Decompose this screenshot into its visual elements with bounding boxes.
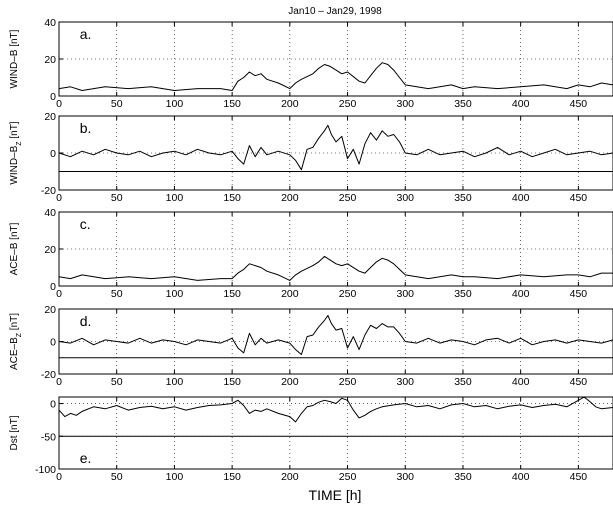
y-tick-label: -50 [41, 431, 56, 443]
y-tick-label: 20 [44, 304, 56, 316]
y-tick-label: 20 [44, 111, 56, 123]
x-tick-label: 300 [396, 471, 414, 483]
x-tick-label: 450 [570, 471, 588, 483]
x-tick-label: 250 [339, 376, 357, 388]
x-tick-label: 150 [223, 98, 241, 110]
x-tick-label: 150 [223, 471, 241, 483]
x-tick-label: 100 [166, 288, 184, 300]
x-tick-label: 0 [56, 288, 62, 300]
series-line [58, 124, 613, 171]
x-tick-label: 300 [396, 98, 414, 110]
x-tick-label: 50 [111, 288, 123, 300]
x-tick-label: 450 [570, 98, 588, 110]
panel-letter: a. [80, 26, 92, 42]
x-tick-label: 450 [570, 376, 588, 388]
x-tick-label: 100 [166, 98, 184, 110]
y-axis-label: ACE–BZ [nT] [9, 313, 23, 370]
x-tick-label: 150 [223, 192, 241, 204]
panel-2: 0 50 100 150 200 250 300 350 400 450-20020WIND–BZ… [9, 111, 613, 204]
x-tick-label: 100 [166, 192, 184, 204]
y-tick-label: 0 [50, 337, 56, 349]
x-tick-label: 250 [339, 471, 357, 483]
series-line [58, 396, 613, 423]
y-tick-label: -100 [35, 464, 56, 476]
chart-title: Jan10 – Jan29, 1998 [288, 6, 382, 17]
x-tick-label: 450 [570, 192, 588, 204]
x-tick-label: 350 [454, 471, 472, 483]
x-tick-label: 200 [281, 192, 299, 204]
x-tick-label: 250 [339, 98, 357, 110]
y-tick-label: 0 [50, 399, 56, 411]
x-tick-label: 450 [570, 288, 588, 300]
x-tick-label: 0 [56, 376, 62, 388]
y-tick-label: -20 [41, 369, 56, 381]
y-tick-label: 40 [44, 17, 56, 29]
x-tick-label: 100 [166, 376, 184, 388]
y-tick-label: 0 [50, 281, 56, 293]
x-tick-label: 350 [454, 98, 472, 110]
panel-letter: b. [80, 120, 92, 136]
y-tick-label: -20 [41, 185, 56, 197]
panel-1: 0 50 100 150 200 250 300 350 400 450 0 20 40 WIND–B [… [9, 17, 613, 110]
y-tick-label: 20 [44, 244, 56, 256]
panel-5: 0 50 100 150 200 250 300 350 400 450 -100 -50 0 Dst [… [9, 396, 613, 483]
panel-letter: d. [80, 313, 92, 329]
x-tick-label: 400 [512, 192, 530, 204]
x-tick-label: 350 [454, 376, 472, 388]
x-tick-label: 350 [454, 288, 472, 300]
panel-4: 0 50 100 150 200 250 300 350 400 450-20020ACE–BZ … [9, 304, 613, 388]
x-tick-label: 350 [454, 192, 472, 204]
x-tick-label: 250 [339, 192, 357, 204]
panel-letter: c. [80, 216, 91, 232]
x-tick-label: 200 [281, 376, 299, 388]
y-tick-label: 0 [50, 91, 56, 103]
y-axis-label: WIND–BZ [nT] [9, 121, 23, 184]
series-line [58, 315, 613, 355]
x-tick-label: 300 [396, 288, 414, 300]
x-tick-label: 250 [339, 288, 357, 300]
y-tick-label: 0 [50, 148, 56, 160]
series-line [58, 255, 613, 281]
x-tick-label: 400 [512, 471, 530, 483]
x-tick-label: 200 [281, 98, 299, 110]
x-tick-label: 200 [281, 288, 299, 300]
y-axis-label: ACE–B [nT] [9, 222, 20, 275]
x-axis-label: TIME [h] [309, 487, 362, 503]
x-tick-label: 300 [396, 376, 414, 388]
x-tick-label: 100 [166, 471, 184, 483]
x-tick-label: 400 [512, 376, 530, 388]
y-tick-label: 20 [44, 54, 56, 66]
panel-letter: e. [80, 450, 92, 466]
x-tick-label: 50 [111, 98, 123, 110]
y-axis-label: Dst [nT] [9, 415, 20, 450]
x-tick-label: 50 [111, 376, 123, 388]
y-axis-label: WIND–B [nT] [9, 29, 20, 88]
x-tick-label: 400 [512, 98, 530, 110]
x-tick-label: 150 [223, 376, 241, 388]
x-tick-label: 300 [396, 192, 414, 204]
panel-3: 0 50 100 150 200 250 300 350 400 450 0 20 40 ACE–B [n… [9, 207, 613, 300]
x-tick-label: 150 [223, 288, 241, 300]
plot-frame [58, 396, 613, 470]
x-tick-label: 200 [281, 471, 299, 483]
x-tick-label: 0 [56, 471, 62, 483]
x-tick-label: 0 [56, 192, 62, 204]
series-line [58, 62, 613, 91]
x-tick-label: 0 [56, 98, 62, 110]
x-tick-label: 50 [111, 471, 123, 483]
x-tick-label: 50 [111, 192, 123, 204]
x-tick-label: 400 [512, 288, 530, 300]
y-tick-label: 40 [44, 207, 56, 219]
